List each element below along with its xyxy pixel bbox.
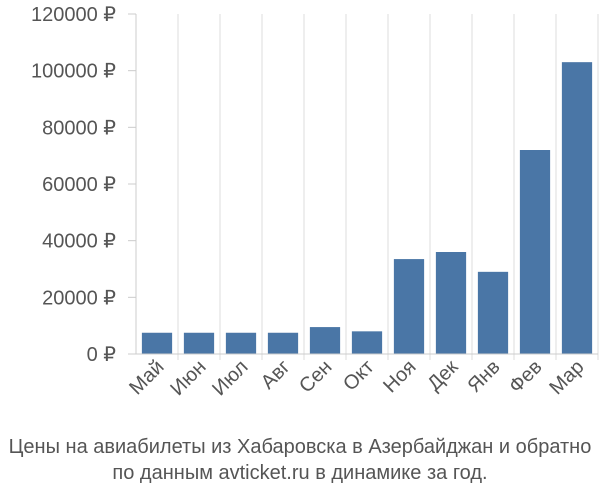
x-tick-label: Дек xyxy=(423,356,462,395)
bar xyxy=(351,331,383,354)
y-tick-label: 0 ₽ xyxy=(87,344,117,366)
bar xyxy=(141,332,173,354)
bar xyxy=(183,332,215,354)
x-tick-label: Янв xyxy=(463,356,504,397)
bar xyxy=(393,259,425,354)
x-tick-label: Июн xyxy=(166,356,210,400)
y-tick-label: 80000 ₽ xyxy=(42,117,116,139)
x-tick-label: Авг xyxy=(257,356,295,394)
x-tick-label: Сен xyxy=(295,356,336,397)
bar xyxy=(435,252,467,354)
bar xyxy=(267,332,299,354)
x-tick-label: Окт xyxy=(339,356,378,395)
y-tick-label: 20000 ₽ xyxy=(42,287,116,309)
y-tick-label: 40000 ₽ xyxy=(42,231,116,253)
bar xyxy=(561,62,593,355)
bar xyxy=(477,271,509,354)
y-tick-label: 100000 ₽ xyxy=(31,61,116,83)
bar xyxy=(225,332,257,354)
x-tick-label: Ноя xyxy=(379,356,420,397)
bar xyxy=(519,150,551,354)
x-tick-label: Мар xyxy=(545,356,588,399)
x-tick-label: Июл xyxy=(208,356,252,400)
x-tick-label: Фев xyxy=(505,356,547,398)
caption-line-1: Цены на авиабилеты из Хабаровска в Азерб… xyxy=(8,436,592,458)
y-tick-label: 120000 ₽ xyxy=(31,4,116,26)
caption-line-2: по данным avticket.ru в динамике за год. xyxy=(112,462,488,484)
x-tick-label: Май xyxy=(125,356,168,399)
y-tick-label: 60000 ₽ xyxy=(42,174,116,196)
bar xyxy=(309,327,341,354)
